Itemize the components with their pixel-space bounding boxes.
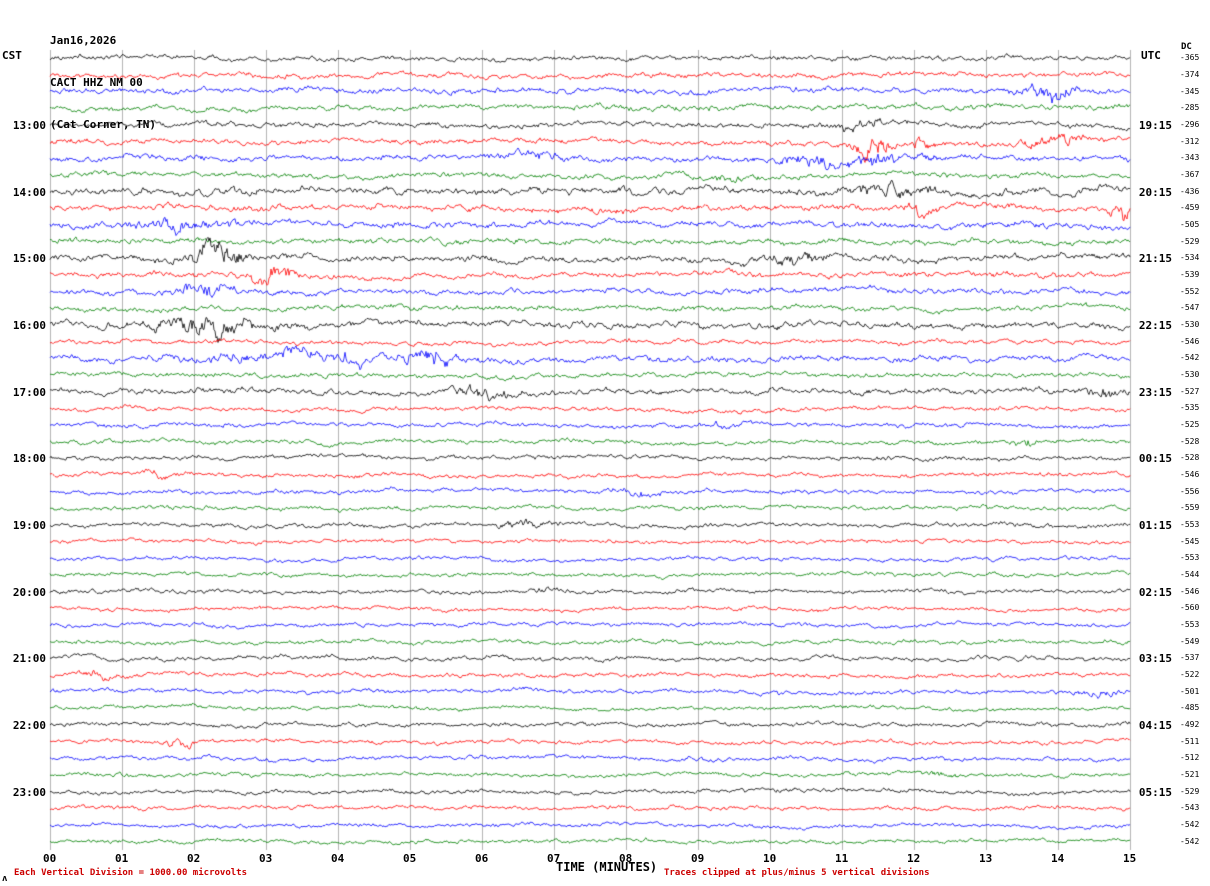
utc-hour-label: 02:15 — [1138, 585, 1172, 599]
utc-hour-label: 01:15 — [1138, 519, 1172, 532]
dc-offset-value: -367 — [1180, 170, 1200, 179]
minute-tick-label: 03 — [259, 852, 273, 865]
cst-hour-label: 22:00 — [12, 719, 46, 732]
minute-tick-label: 06 — [475, 852, 489, 865]
dc-offset-value: -539 — [1180, 270, 1200, 279]
dc-offset-value: -345 — [1180, 86, 1200, 96]
minute-tick-label: 12 — [907, 852, 921, 865]
utc-hour-label: 23:15 — [1138, 385, 1172, 399]
dc-offset-value: -547 — [1180, 303, 1200, 313]
dc-offset-value: -556 — [1180, 486, 1200, 496]
cst-hour-label: 20:00 — [12, 585, 46, 599]
dc-offset-value: -552 — [1180, 286, 1200, 296]
dc-offset-value: -546 — [1180, 586, 1200, 596]
minute-tick-label: 14 — [1051, 852, 1065, 865]
dc-offset-value: -343 — [1180, 153, 1200, 163]
dc-offset-value: -545 — [1180, 536, 1200, 546]
cst-hour-label: 18:00 — [12, 452, 46, 466]
minute-tick-label: 01 — [115, 852, 129, 865]
scale-note: Each Vertical Division = 1000.00 microvo… — [14, 868, 247, 878]
minute-tick-label: 11 — [835, 852, 849, 865]
cst-hour-label: 13:00 — [12, 119, 46, 132]
title-location: (Cat Corner, TN) — [50, 118, 156, 131]
dc-offset-value: -521 — [1180, 770, 1200, 779]
dc-offset-value: -512 — [1180, 753, 1200, 763]
right-timezone-label: UTC — [1141, 49, 1161, 62]
dc-offset-value: -527 — [1180, 386, 1200, 396]
dc-offset-value: -553 — [1180, 553, 1200, 563]
utc-hour-label: 00:15 — [1138, 452, 1172, 466]
dc-offset-value: -542 — [1180, 353, 1200, 363]
minute-tick-label: 00 — [43, 852, 57, 865]
dc-offset-value: -546 — [1180, 470, 1200, 479]
dc-offset-value: -549 — [1180, 636, 1200, 646]
corner-mark: ʌ — [2, 874, 8, 884]
dc-offset-value: -436 — [1180, 186, 1200, 196]
dc-offset-value: -501 — [1180, 686, 1200, 696]
minute-tick-label: 10 — [763, 852, 777, 865]
dc-offset-value: -544 — [1180, 570, 1200, 579]
minute-tick-label: 05 — [403, 852, 417, 865]
minute-tick-label: 13 — [979, 852, 993, 865]
cst-hour-label: 14:00 — [12, 185, 46, 199]
utc-hour-label: 19:15 — [1138, 119, 1172, 132]
dc-offset-value: -559 — [1180, 503, 1200, 513]
dc-offset-value: -542 — [1180, 836, 1200, 846]
dc-offset-value: -312 — [1180, 136, 1200, 146]
cst-hour-label: 16:00 — [12, 319, 46, 332]
title-date: Jan16,2026 — [50, 34, 117, 47]
dc-offset-value: -553 — [1180, 520, 1200, 529]
utc-hour-label: 03:15 — [1138, 652, 1172, 666]
dc-offset-value: -528 — [1180, 453, 1200, 463]
minute-tick-label: 08 — [619, 852, 633, 865]
dc-offset-value: -535 — [1180, 403, 1200, 413]
cst-hour-label: 15:00 — [12, 252, 46, 266]
clip-note: Traces clipped at plus/minus 5 vertical … — [664, 868, 930, 878]
utc-hour-label: 04:15 — [1138, 719, 1172, 732]
minute-tick-label: 02 — [187, 852, 201, 865]
dc-offset-value: -530 — [1180, 370, 1200, 379]
dc-offset-value: -459 — [1180, 203, 1200, 213]
dc-offset-value: -537 — [1180, 653, 1200, 663]
utc-hour-label: 21:15 — [1138, 252, 1172, 266]
cst-hour-label: 23:00 — [12, 785, 46, 799]
dc-offset-value: -285 — [1180, 103, 1200, 113]
utc-hour-label: 05:15 — [1138, 785, 1172, 799]
minute-tick-label: 09 — [691, 852, 705, 865]
cst-hour-label: 21:00 — [12, 652, 46, 666]
title-station-id: CACT HHZ NM 00 — [50, 76, 143, 89]
dc-offset-value: -525 — [1180, 420, 1200, 429]
dc-offset-value: -485 — [1180, 703, 1200, 713]
dc-offset-value: -534 — [1180, 253, 1200, 263]
dc-offset-value: -365 — [1180, 53, 1200, 63]
dc-offset-value: -528 — [1180, 436, 1200, 446]
dc-offset-value: -530 — [1180, 320, 1200, 329]
utc-hour-label: 22:15 — [1138, 319, 1172, 332]
dc-offset-value: -529 — [1180, 236, 1200, 246]
cst-hour-label: 17:00 — [12, 385, 46, 399]
dc-offset-value: -505 — [1180, 220, 1200, 229]
left-timezone-label: CST — [2, 49, 22, 62]
title-block: Jan16,2026 CACT HHZ NM 00 (Cat Corner, T… — [50, 6, 156, 160]
dc-offset-value: -374 — [1180, 70, 1200, 79]
dc-offset-value: -492 — [1180, 720, 1200, 729]
minute-tick-label: 04 — [331, 852, 345, 865]
dc-offset-value: -560 — [1180, 603, 1200, 613]
dc-offset-value: -511 — [1180, 736, 1200, 746]
minute-tick-label: 15 — [1123, 852, 1137, 865]
cst-hour-label: 19:00 — [12, 519, 46, 532]
dc-offset-value: -296 — [1180, 120, 1200, 129]
minute-tick-label: 07 — [547, 852, 561, 865]
dc-offset-value: -553 — [1180, 620, 1200, 629]
dc-offset-value: -543 — [1180, 803, 1200, 813]
utc-hour-label: 20:15 — [1138, 185, 1172, 199]
dc-offset-value: -546 — [1180, 336, 1200, 346]
x-axis-title: TIME (MINUTES) — [556, 860, 658, 874]
dc-offset-value: -522 — [1180, 670, 1200, 679]
dc-column-label: DC — [1181, 42, 1192, 52]
dc-offset-value: -542 — [1180, 820, 1200, 829]
dc-offset-value: -529 — [1180, 786, 1200, 796]
